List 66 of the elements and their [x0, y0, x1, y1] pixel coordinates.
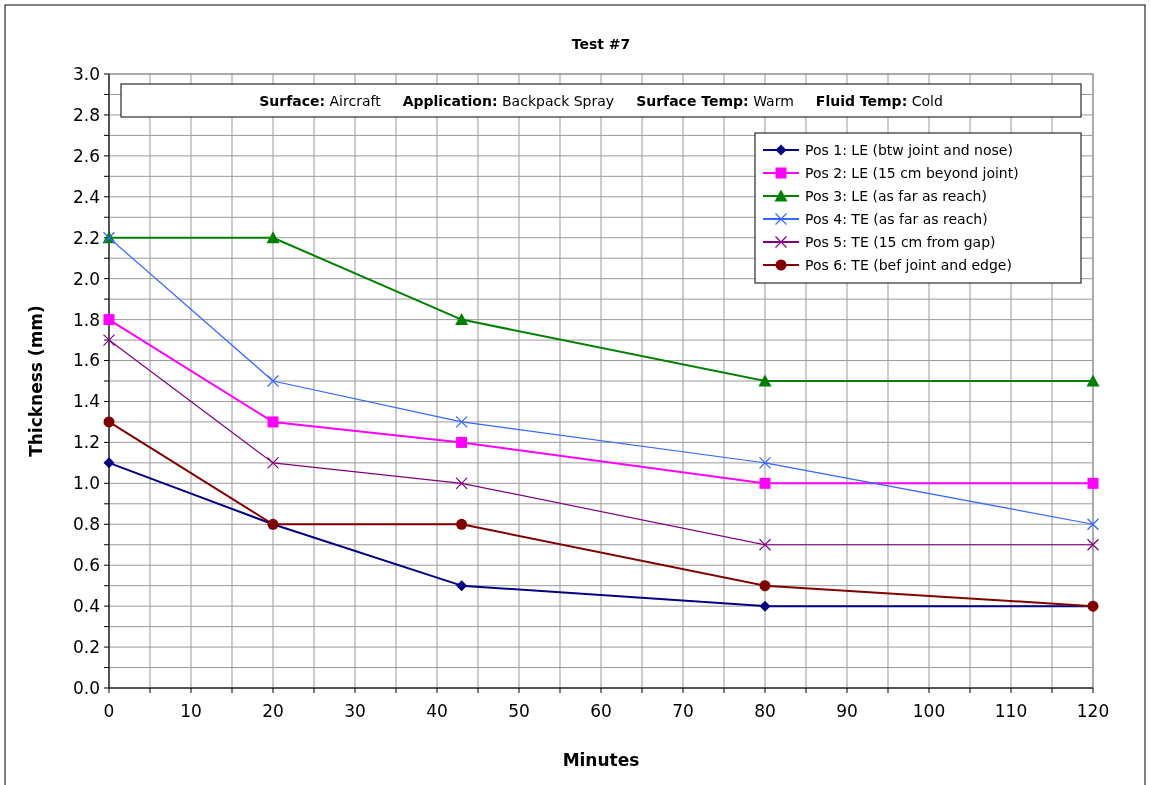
point	[266, 231, 280, 244]
point	[455, 415, 468, 429]
y-tick-label: 2.6	[72, 145, 100, 166]
y-tick-label: 2.0	[72, 268, 100, 289]
y-tick-label: 2.4	[72, 186, 100, 207]
annotation: Surface: Aircraft	[259, 93, 382, 109]
x-tick-label: 110	[994, 701, 1028, 721]
chart-title: Test #7	[571, 36, 631, 52]
x-tick-label: 10	[180, 701, 202, 721]
y-tick-label: 0.2	[72, 637, 100, 658]
legend-label: Pos 6: TE (bef joint and edge)	[805, 256, 1012, 273]
y-tick-label: 2.2	[72, 227, 100, 248]
point	[1086, 538, 1100, 551]
point	[266, 374, 280, 388]
legend-label: Pos 5: TE (15 cm from gap)	[805, 233, 996, 250]
x-tick-label: 80	[754, 701, 776, 721]
annotation: Fluid Temp: Cold	[815, 93, 943, 109]
point	[455, 477, 468, 490]
point	[267, 416, 279, 428]
legend-label: Pos 2: LE (15 cm beyond joint)	[805, 164, 1019, 181]
point	[759, 600, 771, 612]
x-tick-label: 90	[836, 701, 858, 721]
point	[103, 457, 115, 469]
point	[758, 374, 772, 387]
point	[758, 538, 772, 551]
point	[103, 314, 115, 326]
y-tick-label: 1.2	[72, 432, 100, 453]
point	[266, 456, 280, 469]
point	[102, 333, 116, 347]
x-axis-title: Minutes	[562, 750, 640, 770]
y-tick-label: 0.4	[72, 596, 100, 617]
point	[1087, 477, 1099, 489]
y-tick-label: 3.0	[72, 63, 100, 84]
point	[456, 580, 468, 592]
y-tick-label: 1.6	[72, 350, 100, 371]
y-axis-title: Thickness (mm)	[26, 305, 46, 457]
point	[456, 436, 468, 448]
legend-label: Pos 1: LE (btw joint and nose)	[805, 141, 1013, 158]
annotation: Surface Temp: Warm	[636, 93, 794, 109]
y-tick-label: 2.8	[72, 104, 100, 125]
x-tick-label: 100	[912, 701, 946, 721]
y-tick-label: 0.6	[72, 555, 100, 576]
point	[456, 518, 468, 530]
x-tick-label: 40	[426, 701, 448, 721]
y-tick-label: 0.8	[72, 514, 100, 535]
x-tick-label: 60	[590, 701, 612, 721]
y-tick-label: 0.0	[72, 677, 100, 698]
x-tick-label: 120	[1076, 701, 1110, 721]
legend-label: Pos 3: LE (as far as reach)	[805, 187, 987, 204]
point	[759, 477, 771, 489]
point	[758, 456, 772, 469]
legend-label: Pos 4: TE (as far as reach)	[805, 210, 988, 227]
point	[759, 580, 771, 592]
x-tick-label: 30	[344, 701, 366, 721]
y-tick-label: 1.4	[72, 391, 100, 412]
point	[1086, 374, 1100, 387]
y-tick-label: 1.0	[72, 473, 100, 494]
x-tick-label: 20	[262, 701, 284, 721]
point	[1086, 518, 1100, 531]
y-tick-label: 1.8	[72, 309, 100, 330]
x-tick-label: 50	[508, 701, 530, 721]
x-tick-label: 0	[103, 701, 115, 721]
x-tick-label: 70	[672, 701, 694, 721]
point	[455, 313, 469, 326]
annotation: Application: Backpack Spray	[402, 93, 615, 109]
point	[103, 416, 115, 428]
